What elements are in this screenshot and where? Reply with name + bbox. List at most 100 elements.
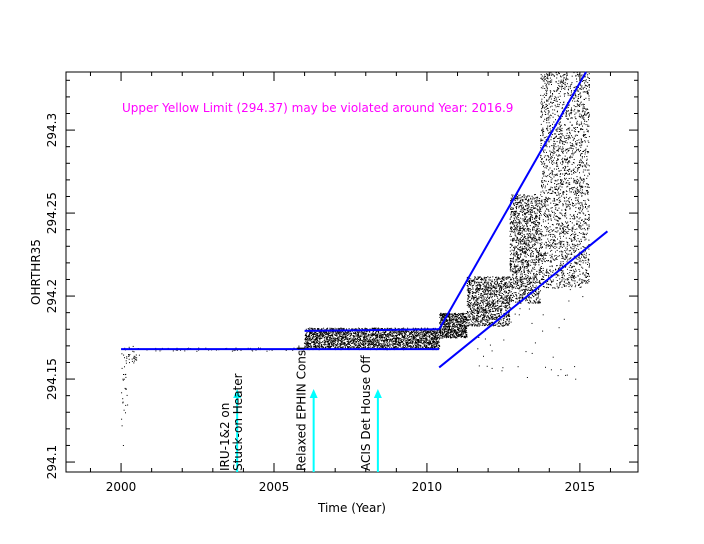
data-point	[393, 347, 395, 349]
data-point	[443, 326, 445, 327]
data-point	[451, 321, 453, 323]
data-point	[493, 325, 495, 327]
data-point	[538, 230, 540, 232]
data-point	[447, 336, 449, 338]
data-point	[355, 344, 357, 346]
data-point	[358, 337, 360, 339]
data-point	[315, 339, 317, 341]
data-point	[458, 313, 460, 314]
data-point	[338, 337, 340, 339]
data-point	[410, 333, 412, 335]
data-point	[537, 230, 539, 232]
data-point	[476, 325, 478, 327]
data-point	[495, 290, 497, 292]
data-point	[123, 374, 124, 375]
data-point	[318, 344, 320, 346]
data-point	[404, 336, 406, 338]
data-point	[387, 339, 388, 340]
data-point	[444, 337, 446, 338]
data-point	[314, 340, 316, 342]
data-point	[433, 341, 435, 343]
data-point	[383, 342, 385, 344]
data-point	[426, 342, 428, 344]
data-point	[372, 331, 374, 332]
data-point	[373, 333, 375, 335]
data-point	[379, 343, 381, 344]
data-point	[410, 332, 412, 334]
data-point	[508, 314, 510, 316]
data-point	[486, 293, 488, 295]
data-point	[492, 290, 493, 292]
data-point	[478, 288, 480, 290]
data-point	[335, 346, 336, 348]
data-point	[133, 360, 135, 362]
data-point	[352, 338, 354, 340]
data-point	[454, 317, 456, 319]
data-point	[417, 335, 419, 336]
data-point	[383, 340, 385, 342]
data-point	[493, 287, 495, 289]
data-point	[339, 344, 341, 346]
data-point	[461, 325, 463, 327]
data-point	[425, 335, 427, 336]
data-point	[465, 318, 467, 320]
data-point	[503, 288, 505, 290]
data-point	[526, 265, 528, 267]
data-point	[391, 338, 393, 340]
data-point	[452, 315, 454, 317]
data-point	[305, 339, 307, 341]
data-point	[449, 318, 451, 319]
data-point	[373, 345, 375, 347]
data-point	[366, 338, 368, 339]
data-point	[343, 341, 345, 343]
data-point	[467, 287, 469, 289]
data-point	[494, 294, 496, 296]
data-point	[388, 332, 390, 334]
data-point	[521, 284, 523, 286]
data-point	[523, 239, 525, 241]
data-point	[255, 349, 257, 351]
data-point	[513, 247, 515, 249]
data-point	[450, 318, 452, 320]
data-point	[397, 330, 399, 332]
data-point	[135, 354, 137, 356]
data-point	[508, 277, 510, 279]
data-point	[469, 300, 471, 301]
data-point	[365, 336, 367, 338]
data-point	[405, 341, 407, 343]
data-point	[336, 346, 338, 348]
data-point	[531, 252, 533, 254]
data-point	[393, 338, 395, 340]
data-point	[483, 276, 485, 278]
data-point	[389, 332, 391, 334]
data-point	[467, 312, 469, 314]
data-point	[335, 331, 336, 333]
data-point	[491, 287, 492, 289]
data-point	[517, 233, 519, 235]
data-point	[308, 342, 310, 344]
data-point	[463, 329, 465, 331]
data-point	[539, 230, 541, 232]
data-point	[505, 277, 507, 279]
data-point	[452, 325, 454, 327]
data-point	[494, 281, 496, 283]
data-point	[343, 332, 344, 334]
data-point	[335, 343, 337, 345]
data-point	[460, 330, 462, 332]
data-point	[515, 298, 517, 300]
data-point	[492, 301, 494, 302]
data-point	[310, 345, 312, 347]
data-point	[418, 334, 420, 336]
data-point	[413, 336, 415, 338]
data-point	[459, 331, 461, 332]
data-point	[476, 298, 478, 300]
data-point	[497, 285, 499, 287]
data-point	[394, 327, 396, 329]
data-point	[363, 339, 365, 341]
data-point	[415, 333, 417, 335]
data-point	[442, 318, 444, 320]
data-point	[528, 265, 530, 267]
data-point	[509, 250, 511, 252]
data-point	[457, 323, 459, 325]
data-point	[310, 335, 312, 336]
